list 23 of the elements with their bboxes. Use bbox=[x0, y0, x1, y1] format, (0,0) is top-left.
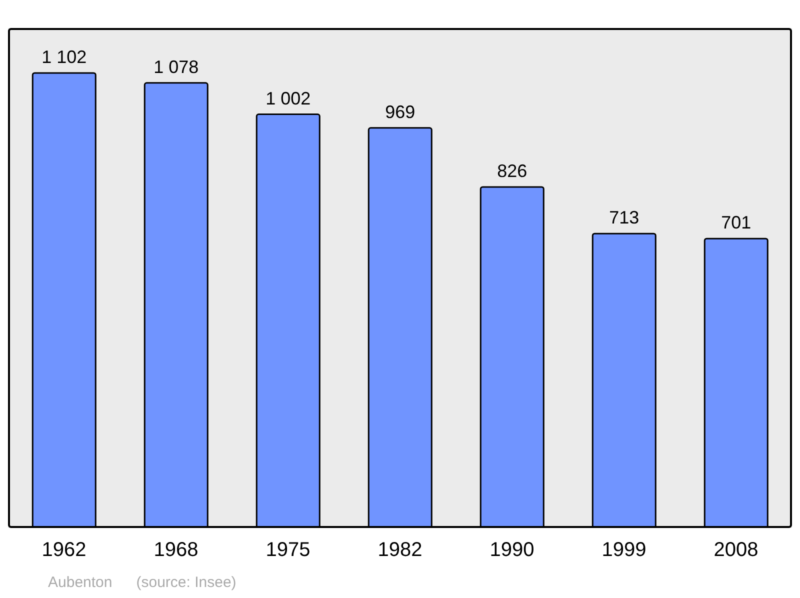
x-tick-label: 1982 bbox=[378, 539, 422, 562]
data-label: 1 102 bbox=[42, 47, 87, 68]
bar bbox=[704, 238, 768, 528]
text: (source: Insee) bbox=[136, 574, 236, 591]
data-label: 826 bbox=[497, 160, 528, 181]
x-tick-label: 1975 bbox=[266, 539, 310, 562]
bar bbox=[256, 114, 320, 528]
data-label: 1 002 bbox=[266, 88, 311, 108]
data-label: 969 bbox=[385, 102, 416, 122]
data-label: 701 bbox=[721, 212, 752, 233]
x-tick-label: 1968 bbox=[154, 539, 198, 562]
bar bbox=[592, 232, 656, 528]
bar bbox=[480, 186, 544, 528]
data-label: 713 bbox=[609, 208, 640, 228]
bar bbox=[368, 127, 432, 528]
x-tick-label: 1962 bbox=[42, 539, 86, 562]
x-tick-label: 1999 bbox=[602, 539, 646, 562]
text: Aubenton bbox=[48, 574, 112, 591]
x-tick-label: 2008 bbox=[714, 539, 758, 562]
x-tick-label: 1990 bbox=[490, 539, 534, 562]
data-label: 1 078 bbox=[154, 56, 199, 77]
bar bbox=[32, 72, 96, 528]
bar bbox=[144, 82, 208, 528]
